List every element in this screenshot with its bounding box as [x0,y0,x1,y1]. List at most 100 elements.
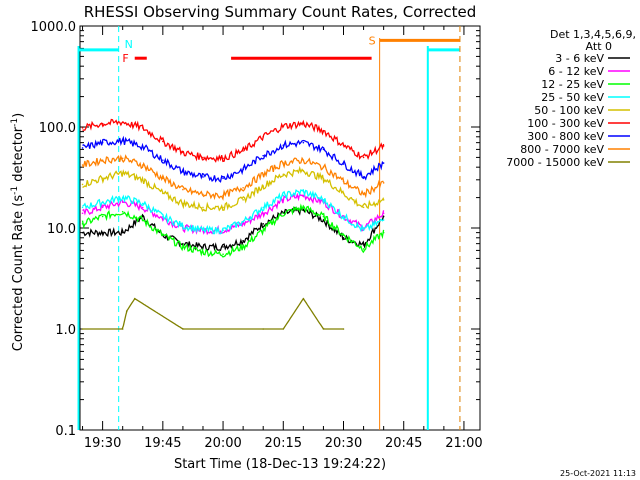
data-point [282,199,285,201]
data-point [382,145,385,147]
data-point [222,229,224,232]
saa-label: S [369,34,376,47]
data-point [302,297,305,300]
data-point [101,159,104,161]
data-point [141,179,144,181]
data-point [242,187,244,189]
y-tick-label: 100.0 [39,121,76,136]
data-point [362,156,365,159]
data-point [282,144,285,147]
y-axis-label: Corrected Count Rate (s-1 detector-1) [10,113,26,351]
data-point [342,234,345,236]
data-point [322,219,325,221]
data-point [302,206,305,209]
chart-title: RHESSI Observing Summary Count Rates, Co… [84,3,477,21]
data-point [101,122,104,125]
data-point [262,328,265,330]
night-label: N [125,38,133,51]
footer-timestamp: 25-Oct-2021 11:13 [560,469,636,478]
legend-label: 12 - 25 keV [541,78,604,91]
data-point [322,328,325,330]
series-6 [81,135,385,183]
data-point [382,182,385,184]
series-line [81,203,385,258]
data-point [322,166,325,168]
data-point [81,127,84,129]
data-point [282,194,285,197]
data-point [282,125,285,127]
data-point [202,206,204,209]
data-point [121,328,124,330]
data-point [101,231,104,234]
data-point [282,173,285,176]
data-point [302,169,305,172]
data-point [342,192,345,195]
legend-label: 6 - 12 keV [548,65,604,78]
data-point [242,221,244,223]
x-tick-label: 20:15 [265,436,302,451]
x-tick-label: 21:00 [445,436,482,451]
plot-frame [79,25,481,431]
data-point [382,199,385,201]
data-point [222,177,224,180]
data-point [202,251,204,253]
data-point [362,244,365,246]
data-point [262,135,265,138]
data-point [81,206,84,209]
data-point [182,151,184,154]
data-point [141,127,144,129]
data-point [282,328,285,330]
data-point [125,310,128,313]
data-point [242,168,244,171]
y-label-sup1: -1 [10,186,20,195]
data-point [162,177,164,180]
data-point [162,234,164,236]
data-point [362,193,365,196]
data-point [242,223,244,225]
x-axis-label: Start Time (18-Dec-13 19:24:22) [174,457,386,472]
data-point [121,201,124,204]
legend-label: 300 - 800 keV [527,130,604,143]
data-point [242,150,244,152]
data-point [141,145,144,148]
data-point [262,212,265,215]
data-point [382,215,385,218]
data-point [342,144,345,147]
series-2 [81,203,385,258]
data-point [302,141,305,144]
y-label-part2: detector [11,126,26,186]
data-point [202,176,204,178]
data-point [121,210,124,213]
flare-label: F [122,52,128,65]
data-point [182,246,184,248]
series-4 [81,165,385,212]
data-point [262,185,265,187]
data-point [342,328,345,330]
series-line [82,154,384,201]
data-point [81,183,84,186]
series-line [82,165,385,212]
data-point [121,121,124,123]
data-point [81,231,84,234]
data-point [382,162,385,164]
y-label-part1: Corrected Count Rate (s [11,195,26,352]
data-point [81,328,84,330]
data-point [133,297,136,300]
data-point [362,229,365,232]
data-point [141,215,144,218]
legend-label: 800 - 7000 keV [520,143,604,156]
data-point [282,162,285,164]
data-point [141,164,144,166]
y-tick-label: 0.1 [55,424,76,439]
data-point [162,215,164,218]
data-point [182,328,184,330]
y-label-sup2: -1 [10,118,20,127]
data-point [242,239,244,242]
legend-label: 7000 - 15000 keV [506,156,604,169]
data-point [262,229,265,232]
data-point [101,177,104,180]
data-point [222,246,224,248]
data-point [382,231,385,234]
y-tick-label: 1.0 [55,323,76,338]
